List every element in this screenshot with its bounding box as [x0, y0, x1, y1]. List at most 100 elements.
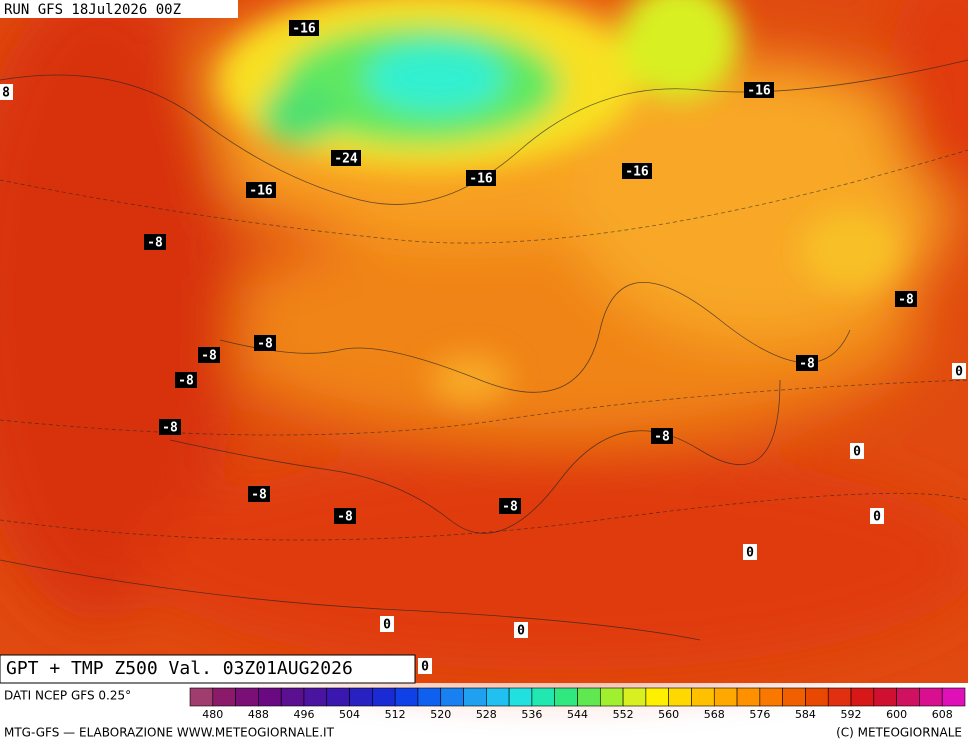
colorbar-swatch — [827, 687, 852, 707]
isotherm-label: -8 — [201, 349, 217, 364]
isotherm-label-box — [499, 498, 521, 514]
colorbar: 480 488 496 504 512 520 528 536 544 552 560 568 576 5… — [189, 687, 966, 721]
isotherm-label: 0 — [421, 660, 429, 675]
isotherm-label: -8 — [162, 421, 178, 436]
colorbar-swatch — [280, 687, 305, 707]
isotherm-label-box — [144, 234, 166, 250]
product-label: GPT + TMP Z500 Val. 03Z01AUG2026 — [6, 658, 353, 679]
colorbar-swatch — [189, 687, 214, 707]
isotherm-label-box — [159, 419, 181, 435]
colorbar-tick-label: 536 — [521, 708, 542, 721]
isotherm-label: -8 — [654, 430, 670, 445]
colorbar-swatch — [873, 687, 897, 707]
colorbar-swatch — [486, 687, 510, 707]
colorbar-swatch — [440, 687, 464, 707]
colorbar-swatch — [212, 687, 236, 707]
isotherm-label-box — [331, 150, 361, 166]
isotherm-label: -8 — [898, 293, 914, 308]
isotherm-label: -8 — [147, 236, 163, 251]
colorbar-tick-label: 528 — [476, 708, 497, 721]
colorbar-tick-label: 496 — [293, 708, 314, 721]
colorbar-swatch — [850, 687, 875, 707]
colorbar-swatch — [577, 687, 601, 707]
colorbar-tick-label: 560 — [658, 708, 679, 721]
colorbar-swatch — [372, 687, 396, 707]
colorbar-swatch — [736, 687, 761, 707]
isotherm-label-box — [651, 428, 673, 444]
isotherm-label: -8 — [251, 488, 267, 503]
isotherm-label: 8 — [2, 86, 10, 101]
isotherm-label-box — [246, 182, 276, 198]
isotherm-label: 0 — [517, 624, 525, 639]
isotherm-label-box — [796, 355, 818, 371]
isotherm-label: -8 — [178, 374, 194, 389]
isotherm-label: 0 — [955, 365, 963, 380]
isotherm-label: -16 — [292, 22, 316, 37]
isotherm-label: -8 — [502, 500, 518, 515]
isotherm-label-box — [744, 82, 774, 98]
colorbar-swatch — [394, 687, 419, 707]
isotherm-label-box — [622, 163, 652, 179]
colorbar-tick-label: 592 — [841, 708, 862, 721]
temperature-field — [0, 0, 968, 683]
isotherm-label-box — [466, 170, 496, 186]
isotherm-label: -16 — [469, 172, 493, 187]
isotherm-labels: -168 -16-24-16 -16-16-8-8-8-8-8-80-8-80-8-… — [0, 20, 966, 675]
credit-right: (C) METEOGIORNALE — [836, 726, 962, 740]
isotherm-label: 0 — [746, 546, 754, 561]
isotherm-label: -8 — [257, 337, 273, 352]
isotherm-label-box — [0, 84, 13, 100]
colorbar-tick-label: 544 — [567, 708, 588, 721]
isotherm-label-box — [289, 20, 319, 36]
colorbar-swatch — [531, 687, 556, 707]
isotherm-label: 0 — [383, 618, 391, 633]
colorbar-swatch — [759, 687, 783, 707]
colorbar-swatch — [919, 687, 943, 707]
colorbar-swatch — [713, 687, 738, 707]
colorbar-swatch — [645, 687, 669, 707]
isotherm-label-box — [175, 372, 197, 388]
isotherm-label-box — [380, 616, 394, 632]
colorbar-swatch — [258, 687, 282, 707]
isotherm-label-box — [418, 658, 432, 674]
colorbar-tick-label: 576 — [749, 708, 770, 721]
isotherm-label-box — [334, 508, 356, 524]
isotherm-label-box — [198, 347, 220, 363]
colorbar-tick-label: 568 — [704, 708, 725, 721]
colorbar-swatch — [303, 687, 328, 707]
colorbar-tick-label: 584 — [795, 708, 816, 721]
colorbar-swatch — [417, 687, 442, 707]
isotherm-label: 0 — [873, 510, 881, 525]
isotherm-label-box — [850, 443, 864, 459]
colorbar-swatch — [554, 687, 578, 707]
isotherm-label-box — [895, 291, 917, 307]
colorbar-swatch — [508, 687, 533, 707]
isotherm-label: -8 — [337, 510, 353, 525]
run-label: RUN GFS 18Jul2026 00Z — [4, 2, 181, 18]
header-box — [0, 0, 238, 18]
isotherm-label-box — [254, 335, 276, 351]
colorbar-swatch — [326, 687, 350, 707]
colorbar-tick-label: 488 — [248, 708, 269, 721]
colorbar-tick-label: 520 — [430, 708, 451, 721]
isotherm-label: -16 — [625, 165, 649, 180]
isotherm-label-box — [952, 363, 966, 379]
isotherm-label-box — [743, 544, 757, 560]
colorbar-swatch — [691, 687, 715, 707]
colorbar-swatch — [599, 687, 624, 707]
isotherm-label-box — [870, 508, 884, 524]
colorbar-swatch — [235, 687, 259, 707]
colorbar-tick-label: 552 — [613, 708, 634, 721]
colorbar-swatch — [941, 687, 966, 707]
colorbar-tick-label: 504 — [339, 708, 360, 721]
isotherm-label-box — [514, 622, 528, 638]
colorbar-tick-label: 512 — [385, 708, 406, 721]
colorbar-swatch — [668, 687, 692, 707]
isotherm-label: -16 — [249, 184, 273, 199]
colorbar-swatch — [622, 687, 647, 707]
colorbar-swatch — [782, 687, 806, 707]
isotherm-label: -24 — [334, 152, 358, 167]
colorbar-swatch — [349, 687, 373, 707]
colorbar-tick-label: 608 — [932, 708, 953, 721]
